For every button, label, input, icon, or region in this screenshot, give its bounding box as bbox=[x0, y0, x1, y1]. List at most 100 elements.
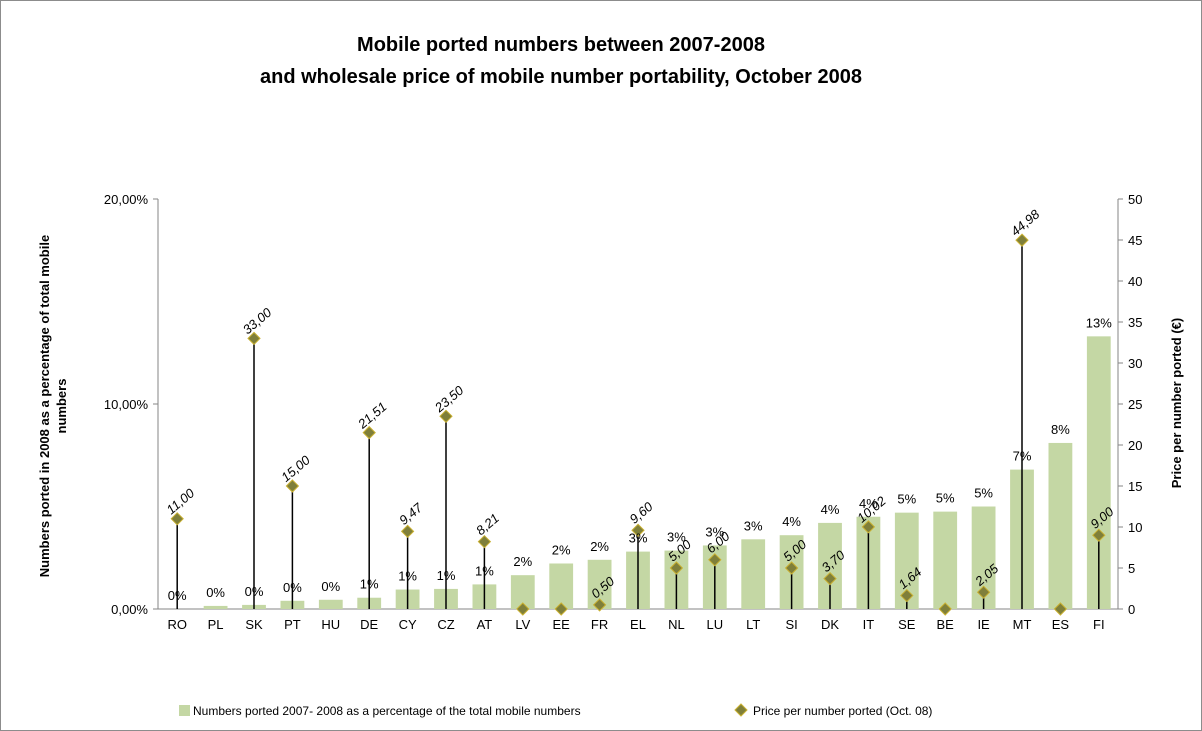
x-axis-tick-label: EL bbox=[630, 617, 646, 632]
price-marker-cy bbox=[400, 524, 415, 539]
bar-pl bbox=[203, 605, 228, 609]
price-marker-mt bbox=[1015, 233, 1029, 247]
price-marker-si bbox=[784, 561, 799, 575]
bar-value-label-ee: 2% bbox=[552, 542, 571, 557]
bar-be bbox=[933, 511, 958, 609]
x-axis-tick-label: LT bbox=[746, 617, 760, 632]
bar-value-label-mt: 7% bbox=[1013, 449, 1032, 464]
bar-value-label-lv: 2% bbox=[513, 554, 532, 569]
x-axis-tick-label: PT bbox=[284, 617, 301, 632]
right-axis-tick-label: 20 bbox=[1128, 438, 1142, 453]
bar-value-label-de: 1% bbox=[360, 577, 379, 592]
bar-value-label-hu: 0% bbox=[321, 579, 340, 594]
x-axis-tick-label: ES bbox=[1052, 617, 1070, 632]
x-axis-tick-label: LU bbox=[706, 617, 723, 632]
bar-value-label-pt: 0% bbox=[283, 580, 302, 595]
bar-se bbox=[894, 512, 919, 609]
price-marker-ro bbox=[170, 512, 184, 526]
bar-value-label-it: 4% bbox=[859, 496, 878, 511]
x-axis-tick-label: HU bbox=[321, 617, 340, 632]
x-axis-tick-label: SK bbox=[245, 617, 263, 632]
price-marker-de bbox=[362, 425, 376, 440]
chart-title-line-1: Mobile ported numbers between 2007-2008 bbox=[357, 34, 765, 56]
bar-value-label-ro: 0% bbox=[168, 588, 187, 603]
right-axis-tick-label: 15 bbox=[1128, 479, 1142, 494]
price-label-mt: 44,98 bbox=[1008, 206, 1043, 239]
bar-value-label-nl: 3% bbox=[667, 530, 686, 545]
x-axis-tick-label: NL bbox=[668, 617, 685, 632]
left-axis-title-line-2: numbers bbox=[54, 379, 69, 434]
legend: Numbers ported 2007- 2008 as a percentag… bbox=[179, 703, 932, 718]
price-label-el: 9,60 bbox=[627, 498, 657, 526]
price-label-at: 8,21 bbox=[473, 510, 502, 538]
price-marker-be bbox=[938, 602, 952, 616]
price-marker-at bbox=[477, 534, 492, 549]
left-axis-title-line-1: Numbers ported in 2008 as a percentage o… bbox=[37, 235, 52, 577]
bar-value-label-at: 1% bbox=[475, 563, 494, 578]
right-axis-tick-label: 25 bbox=[1128, 397, 1142, 412]
bar-value-label-dk: 4% bbox=[821, 502, 840, 517]
price-marker-ee bbox=[554, 602, 568, 616]
x-axis-tick-label: SI bbox=[785, 617, 797, 632]
price-marker-lu bbox=[708, 553, 722, 567]
bar-lv bbox=[510, 575, 535, 609]
right-axis-tick-label: 40 bbox=[1128, 274, 1142, 289]
price-label-cy: 9,47 bbox=[396, 500, 426, 528]
price-marker-fi bbox=[1092, 528, 1106, 542]
bar-ee bbox=[549, 563, 574, 609]
left-axis-tick-label: 10,00% bbox=[104, 397, 149, 412]
plot-area: 0,00% 10,00% 20,00% 0 5 10 15 20 25 30 35 40 45 50 RO P… bbox=[104, 192, 1143, 632]
x-axis-tick-label: BE bbox=[937, 617, 955, 632]
legend-swatch-bars bbox=[179, 705, 190, 716]
left-axis-title: Numbers ported in 2008 as a percentage o… bbox=[37, 235, 69, 577]
x-axis-tick-label: LV bbox=[515, 617, 530, 632]
price-marker-nl bbox=[669, 561, 684, 575]
bar-value-label-se: 5% bbox=[897, 492, 916, 507]
price-marker-sk bbox=[247, 331, 261, 346]
price-marker-es bbox=[1053, 602, 1068, 616]
price-marker-el bbox=[631, 523, 645, 537]
x-axis-tick-label: MT bbox=[1013, 617, 1032, 632]
price-marker-lv bbox=[516, 602, 530, 616]
price-label-de: 21,51 bbox=[354, 399, 389, 432]
price-marker-fr bbox=[592, 598, 607, 612]
x-axis-tick-label: DE bbox=[360, 617, 378, 632]
right-axis-tick-label: 10 bbox=[1128, 520, 1142, 535]
legend-swatch-price bbox=[734, 703, 748, 717]
bar-fi bbox=[1086, 336, 1111, 609]
bar-value-label-be: 5% bbox=[936, 491, 955, 506]
x-axis-tick-label: DK bbox=[821, 617, 839, 632]
x-axis-tick-label: FI bbox=[1093, 617, 1105, 632]
bar-value-label-cy: 1% bbox=[398, 569, 417, 584]
bar-value-label-fr: 2% bbox=[590, 539, 609, 554]
x-axis-tick-label: CY bbox=[399, 617, 417, 632]
price-label-pt: 15,00 bbox=[278, 452, 313, 485]
x-axis-tick-label: EE bbox=[553, 617, 571, 632]
x-axis-tick-label: CZ bbox=[437, 617, 454, 632]
bar-hu bbox=[318, 599, 343, 609]
right-axis-tick-label: 30 bbox=[1128, 356, 1142, 371]
x-axis-tick-label: FR bbox=[591, 617, 608, 632]
bar-value-label-si: 4% bbox=[782, 514, 801, 529]
legend-label-bars: Numbers ported 2007- 2008 as a percentag… bbox=[193, 704, 581, 718]
bar-value-label-lu: 3% bbox=[705, 524, 724, 539]
right-axis-title-text: Price per number ported (€) bbox=[1169, 318, 1184, 488]
chart-title: Mobile ported numbers between 2007-2008 … bbox=[260, 34, 862, 88]
price-label-sk: 33,00 bbox=[240, 304, 275, 337]
price-label-cz: 23,50 bbox=[431, 382, 467, 416]
bar-value-label-pl: 0% bbox=[206, 585, 225, 600]
bar-value-label-el: 3% bbox=[629, 531, 648, 546]
x-axis-tick-label: RO bbox=[167, 617, 187, 632]
right-axis-tick-label: 35 bbox=[1128, 315, 1142, 330]
right-axis-tick-label: 50 bbox=[1128, 192, 1142, 207]
bar-lt bbox=[741, 539, 766, 609]
price-marker-cz bbox=[439, 409, 453, 424]
x-axis-tick-label: IT bbox=[863, 617, 875, 632]
price-marker-dk bbox=[823, 571, 837, 586]
price-marker-it bbox=[861, 520, 876, 534]
bar-value-label-es: 8% bbox=[1051, 422, 1070, 437]
bar-es bbox=[1048, 442, 1073, 609]
left-axis-tick-label: 20,00% bbox=[104, 192, 149, 207]
